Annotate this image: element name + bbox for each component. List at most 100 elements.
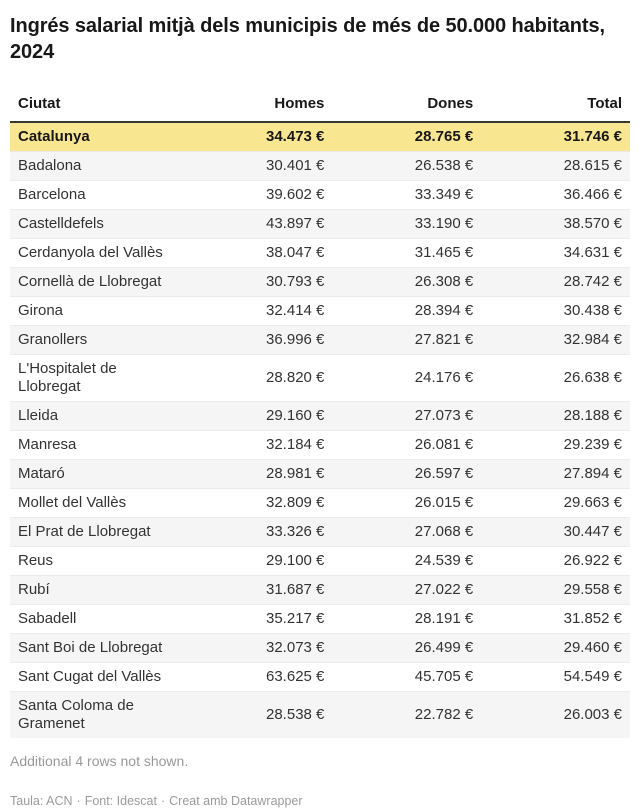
cell-ciutat: Manresa — [18, 435, 77, 453]
table-row: Santa Coloma de Gramenet 28.538 € 22.782 €… — [10, 691, 630, 738]
cell-homes: 28.820 € — [266, 368, 325, 386]
cell-dones: 26.597 € — [414, 464, 474, 482]
cell-ciutat: L'Hospitalet de Llobregat — [18, 359, 117, 395]
table-row: Sabadell 35.217 € 28.191 € 31.852 € — [10, 604, 630, 633]
cell-homes: 35.217 € — [266, 609, 325, 627]
cell-total: 38.570 € — [563, 214, 622, 232]
column-header-total: Total — [481, 88, 630, 123]
table-row: Manresa 32.184 € 26.081 € 29.239 € — [10, 430, 630, 459]
cell-ciutat: Granollers — [18, 330, 88, 348]
cell-ciutat: Mollet del Vallès — [18, 493, 127, 511]
cell-dones: 26.308 € — [414, 272, 474, 290]
table-row: Cornellà de Llobregat 30.793 € 26.308 € 28.… — [10, 267, 630, 297]
cell-homes: 32.809 € — [266, 493, 325, 511]
cell-homes: 39.602 € — [266, 185, 325, 203]
attribution-footer: Taula: ACN · Font: Idescat · Creat amb Dataw… — [10, 793, 630, 809]
cell-homes: 36.996 € — [266, 330, 325, 348]
cell-dones: 31.465 € — [414, 243, 474, 261]
cell-dones: 22.782 € — [414, 705, 474, 723]
cell-homes: 32.184 € — [266, 435, 325, 453]
cell-homes: 29.160 € — [266, 406, 325, 424]
cell-dones: 28.191 € — [414, 609, 474, 627]
cell-total: 26.922 € — [563, 551, 622, 569]
cell-ciutat: Catalunya — [18, 127, 90, 145]
table-row: Reus 29.100 € 24.539 € 26.922 € — [10, 546, 630, 575]
table-row: Mollet del Vallès 32.809 € 26.015 € 29.663 … — [10, 488, 630, 517]
cell-homes: 29.100 € — [266, 551, 325, 569]
cell-dones: 26.538 € — [414, 156, 474, 174]
cell-total: 28.188 € — [563, 406, 622, 424]
table-row: Girona 32.414 € 28.394 € 30.438 € — [10, 296, 630, 325]
cell-ciutat: Lleida — [18, 406, 59, 424]
cell-total: 31.852 € — [563, 609, 622, 627]
cell-ciutat: Sant Cugat del Vallès — [18, 667, 162, 685]
cell-homes: 34.473 € — [266, 127, 325, 145]
cell-dones: 24.539 € — [414, 551, 474, 569]
cell-ciutat: Reus — [18, 551, 54, 569]
separator-dot: · — [76, 793, 81, 808]
table-row: Cerdanyola del Vallès 38.047 € 31.465 € 34.… — [10, 238, 630, 267]
datawrapper-credit-link[interactable]: Creat amb Datawrapper — [169, 793, 303, 808]
source-credit: Font: Idescat — [84, 793, 157, 808]
cell-ciutat: Sant Boi de Llobregat — [18, 638, 163, 656]
table-row: Sant Boi de Llobregat 32.073 € 26.499 € 29.… — [10, 633, 630, 663]
chart-title: Ingrés salarial mitjà dels municipis de … — [10, 15, 605, 64]
cell-ciutat: Castelldefels — [18, 214, 104, 232]
cell-total: 28.742 € — [563, 272, 622, 290]
cell-homes: 30.793 € — [266, 272, 325, 290]
cell-dones: 33.349 € — [414, 185, 474, 203]
cell-dones: 24.176 € — [414, 368, 474, 386]
table-row: El Prat de Llobregat 33.326 € 27.068 € 30.4… — [10, 517, 630, 547]
cell-total: 32.984 € — [563, 330, 622, 348]
cell-ciutat: Cerdanyola del Vallès — [18, 243, 163, 261]
cell-homes: 32.073 € — [266, 638, 325, 656]
table-credit: Taula: ACN — [10, 793, 73, 808]
cell-total: 29.239 € — [563, 435, 622, 453]
cell-ciutat: Girona — [18, 301, 64, 319]
cell-homes: 31.687 € — [266, 580, 325, 598]
cell-ciutat: Badalona — [18, 156, 82, 174]
table-row: Granollers 36.996 € 27.821 € 32.984 € — [10, 325, 630, 355]
cell-homes: 33.326 € — [266, 522, 325, 540]
cell-dones: 33.190 € — [414, 214, 474, 232]
cell-homes: 38.047 € — [266, 243, 325, 261]
table-row: Sant Cugat del Vallès 63.625 € 45.705 € 54.… — [10, 662, 630, 691]
cell-dones: 27.022 € — [414, 580, 474, 598]
table-body: Catalunya 34.473 € 28.765 € 31.746 € Badalon… — [10, 121, 630, 738]
cell-total: 26.003 € — [563, 705, 622, 723]
cell-ciutat: El Prat de Llobregat — [18, 522, 151, 540]
cell-ciutat: Santa Coloma de Gramenet — [18, 696, 134, 732]
cell-dones: 26.499 € — [414, 638, 474, 656]
cell-dones: 28.765 € — [414, 127, 474, 145]
cell-total: 54.549 € — [563, 667, 622, 685]
cell-total: 36.466 € — [563, 185, 622, 203]
cell-homes: 28.981 € — [266, 464, 325, 482]
salary-table: Ciutat Homes Dones Total Catalunya 34.473… — [10, 88, 630, 738]
cell-total: 31.746 € — [563, 127, 622, 145]
column-header-dones: Dones — [332, 88, 482, 123]
cell-homes: 30.401 € — [266, 156, 325, 174]
cell-total: 34.631 € — [563, 243, 622, 261]
table-row: Badalona 30.401 € 26.538 € 28.615 € — [10, 151, 630, 181]
cell-homes: 63.625 € — [266, 667, 325, 685]
cell-total: 29.663 € — [563, 493, 622, 511]
cell-homes: 43.897 € — [266, 214, 325, 232]
cell-dones: 27.068 € — [414, 522, 474, 540]
cell-dones: 27.821 € — [414, 330, 474, 348]
table-row: Castelldefels 43.897 € 33.190 € 38.570 € — [10, 209, 630, 239]
cell-total: 27.894 € — [563, 464, 622, 482]
column-header-homes: Homes — [183, 88, 333, 123]
cell-dones: 28.394 € — [414, 301, 474, 319]
cell-dones: 26.015 € — [414, 493, 474, 511]
header-row: Ciutat Homes Dones Total — [10, 88, 630, 123]
cell-total: 29.460 € — [563, 638, 622, 656]
separator-dot: · — [160, 793, 166, 808]
table-row: Mataró 28.981 € 26.597 € 27.894 € — [10, 459, 630, 489]
table-row: Barcelona 39.602 € 33.349 € 36.466 € — [10, 180, 630, 209]
cell-total: 29.558 € — [563, 580, 622, 598]
cell-total: 26.638 € — [563, 368, 622, 386]
cell-ciutat: Rubí — [18, 580, 50, 598]
table-row: Lleida 29.160 € 27.073 € 28.188 € — [10, 401, 630, 431]
table-row: L'Hospitalet de Llobregat 28.820 € 24.176 … — [10, 354, 630, 401]
